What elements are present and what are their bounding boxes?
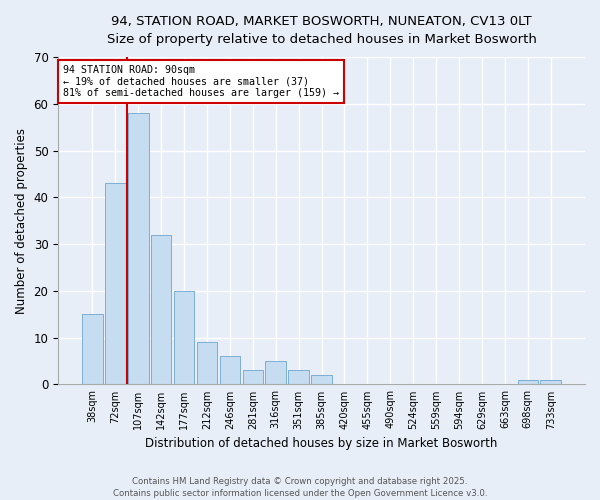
Bar bbox=[151, 235, 172, 384]
Bar bbox=[105, 184, 125, 384]
Text: 94 STATION ROAD: 90sqm
← 19% of detached houses are smaller (37)
81% of semi-det: 94 STATION ROAD: 90sqm ← 19% of detached… bbox=[64, 66, 340, 98]
Bar bbox=[265, 361, 286, 384]
Text: Contains HM Land Registry data © Crown copyright and database right 2025.
Contai: Contains HM Land Registry data © Crown c… bbox=[113, 476, 487, 498]
Bar bbox=[82, 314, 103, 384]
Bar bbox=[174, 291, 194, 384]
Bar bbox=[311, 375, 332, 384]
Bar bbox=[197, 342, 217, 384]
Bar bbox=[220, 356, 240, 384]
Bar bbox=[242, 370, 263, 384]
Y-axis label: Number of detached properties: Number of detached properties bbox=[15, 128, 28, 314]
Bar bbox=[289, 370, 309, 384]
X-axis label: Distribution of detached houses by size in Market Bosworth: Distribution of detached houses by size … bbox=[145, 437, 498, 450]
Title: 94, STATION ROAD, MARKET BOSWORTH, NUNEATON, CV13 0LT
Size of property relative : 94, STATION ROAD, MARKET BOSWORTH, NUNEA… bbox=[107, 15, 536, 46]
Bar bbox=[541, 380, 561, 384]
Bar bbox=[518, 380, 538, 384]
Bar bbox=[128, 113, 149, 384]
